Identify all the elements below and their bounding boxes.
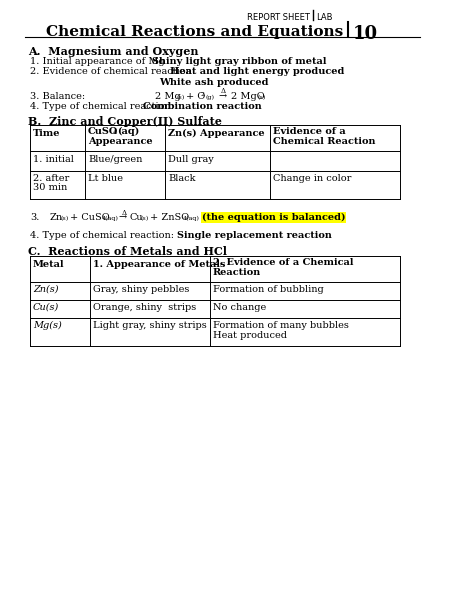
Text: CuSO: CuSO xyxy=(88,127,118,136)
Text: Combination reaction: Combination reaction xyxy=(143,102,262,111)
Text: Heat produced: Heat produced xyxy=(213,331,287,340)
Text: (s): (s) xyxy=(141,216,149,221)
Text: Formation of many bubbles: Formation of many bubbles xyxy=(213,321,349,330)
Text: 10: 10 xyxy=(353,25,378,43)
Text: 2. Evidence of a Chemical: 2. Evidence of a Chemical xyxy=(213,258,354,267)
Text: Cu: Cu xyxy=(130,213,144,222)
Text: A.  Magnesium and Oxygen: A. Magnesium and Oxygen xyxy=(28,46,199,57)
Text: No change: No change xyxy=(213,303,266,312)
Text: Gray, shiny pebbles: Gray, shiny pebbles xyxy=(93,285,190,294)
Text: Time: Time xyxy=(33,129,61,138)
Text: Single replacement reaction: Single replacement reaction xyxy=(177,231,332,240)
Text: 2: 2 xyxy=(201,92,205,97)
Text: White ash produced: White ash produced xyxy=(159,78,269,87)
Text: 30 min: 30 min xyxy=(33,183,67,192)
Text: Evidence of a: Evidence of a xyxy=(273,127,346,136)
Text: Zn: Zn xyxy=(50,213,63,222)
Text: C.  Reactions of Metals and HCl: C. Reactions of Metals and HCl xyxy=(28,246,227,257)
Text: Mg(s): Mg(s) xyxy=(33,321,62,330)
Text: (s): (s) xyxy=(61,216,69,221)
Text: (aq): (aq) xyxy=(117,127,139,136)
Text: Light gray, shiny strips: Light gray, shiny strips xyxy=(93,321,207,330)
Text: 2. Evidence of chemical reaction:: 2. Evidence of chemical reaction: xyxy=(30,67,195,76)
Text: Δ: Δ xyxy=(122,209,127,217)
Text: 3.: 3. xyxy=(30,213,39,222)
Text: (s): (s) xyxy=(177,95,185,100)
Text: Shiny light gray ribbon of metal: Shiny light gray ribbon of metal xyxy=(152,57,327,66)
Text: Blue/green: Blue/green xyxy=(88,155,142,164)
Text: →: → xyxy=(218,92,226,101)
Text: 4(aq): 4(aq) xyxy=(183,216,200,221)
Text: 4. Type of chemical reaction:: 4. Type of chemical reaction: xyxy=(30,102,174,111)
Text: Zn(s): Zn(s) xyxy=(33,285,58,294)
Text: Black: Black xyxy=(168,174,195,183)
Text: 1. Initial appearance of Mg: 1. Initial appearance of Mg xyxy=(30,57,165,66)
Text: 3. Balance:: 3. Balance: xyxy=(30,92,85,101)
Text: Formation of bubbling: Formation of bubbling xyxy=(213,285,324,294)
Text: Reaction: Reaction xyxy=(213,268,261,277)
Text: 4(aq): 4(aq) xyxy=(102,216,119,221)
Text: Cu(s): Cu(s) xyxy=(33,303,59,312)
Text: LAB: LAB xyxy=(316,13,332,22)
Text: Dull gray: Dull gray xyxy=(168,155,214,164)
Text: Change in color: Change in color xyxy=(273,174,351,183)
Text: + CuSO: + CuSO xyxy=(70,213,109,222)
Text: Metal: Metal xyxy=(33,260,64,269)
Text: (the equation is balanced): (the equation is balanced) xyxy=(202,213,346,222)
Text: B.  Zinc and Copper(II) Sulfate: B. Zinc and Copper(II) Sulfate xyxy=(28,116,222,127)
Text: + ZnSO: + ZnSO xyxy=(150,213,189,222)
Text: 1. Appearance of Metals: 1. Appearance of Metals xyxy=(93,260,226,269)
Text: Zn(s) Appearance: Zn(s) Appearance xyxy=(168,129,264,138)
Text: 4: 4 xyxy=(113,130,118,135)
Text: 2. after: 2. after xyxy=(33,174,69,183)
Text: Lt blue: Lt blue xyxy=(88,174,123,183)
Text: 2 Mg: 2 Mg xyxy=(155,92,181,101)
Text: 1. initial: 1. initial xyxy=(33,155,74,164)
Text: Appearance: Appearance xyxy=(88,137,153,146)
Text: (s): (s) xyxy=(258,95,266,100)
Text: Δ: Δ xyxy=(221,87,226,95)
Text: REPORT SHEET: REPORT SHEET xyxy=(247,13,310,22)
Text: →: → xyxy=(118,213,126,222)
Text: (g): (g) xyxy=(206,95,215,101)
Text: Chemical Reactions and Equations: Chemical Reactions and Equations xyxy=(46,25,344,39)
Text: 2 MgO: 2 MgO xyxy=(231,92,264,101)
Text: 4. Type of chemical reaction:: 4. Type of chemical reaction: xyxy=(30,231,174,240)
Text: Chemical Reaction: Chemical Reaction xyxy=(273,137,375,146)
Text: + O: + O xyxy=(186,92,205,101)
Text: Heat and light energy produced: Heat and light energy produced xyxy=(170,67,345,76)
Text: Orange, shiny  strips: Orange, shiny strips xyxy=(93,303,196,312)
